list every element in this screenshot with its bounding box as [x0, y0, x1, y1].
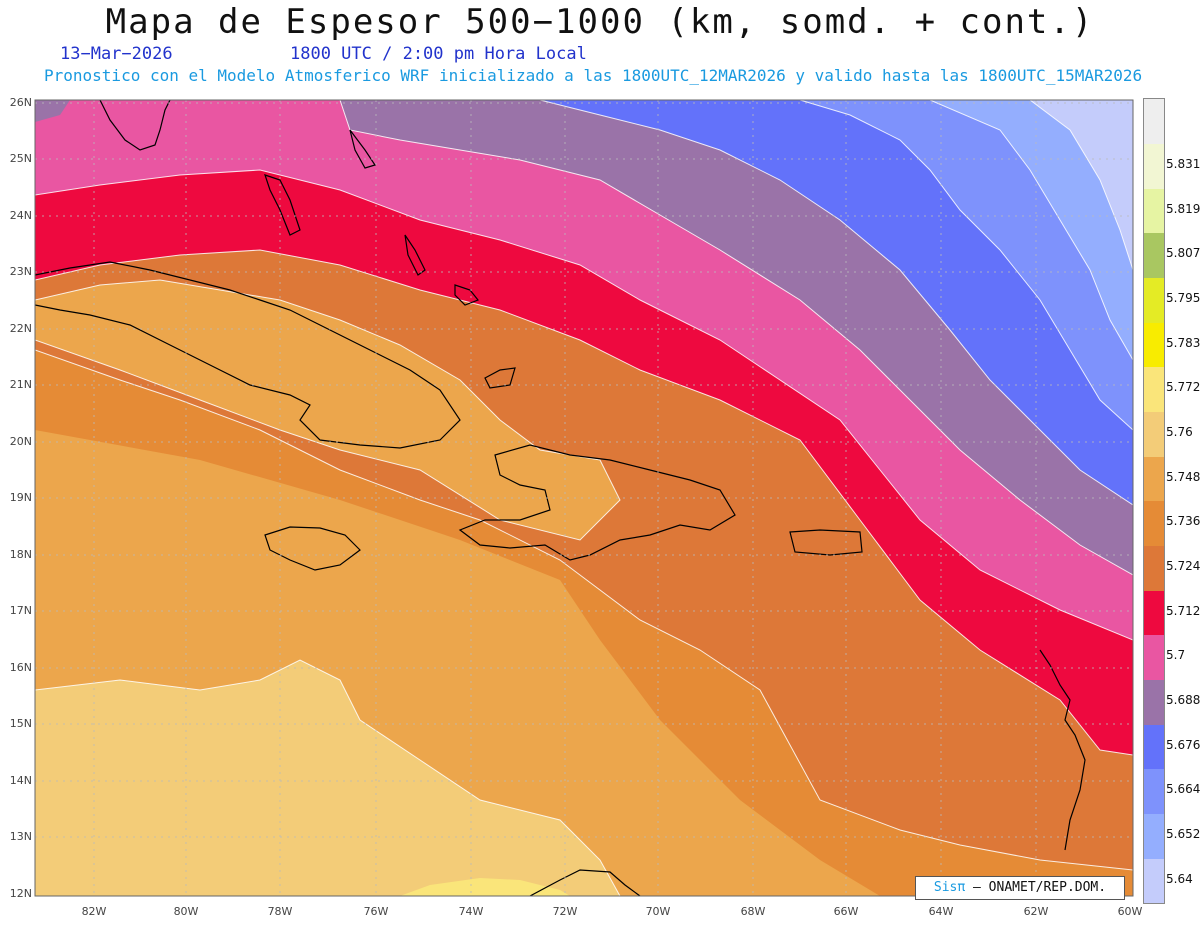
colorbar-label: 5.676	[1166, 737, 1200, 752]
zone-5748	[35, 660, 620, 896]
lat-label: 25N	[9, 152, 32, 165]
colorbar-segment	[1144, 590, 1164, 636]
lon-label: 60W	[1117, 905, 1143, 918]
band-5652	[930, 100, 1133, 360]
colorbar-label: 5.7	[1166, 648, 1186, 663]
colorbar-label: 5.724	[1166, 559, 1200, 573]
colorbar-label: 5.748	[1166, 469, 1200, 484]
lat-label: 24N	[9, 209, 32, 222]
colorbar-segment	[1144, 143, 1164, 189]
colorbar-segment	[1144, 769, 1164, 815]
lat-label: 12N	[9, 887, 32, 900]
coastlines	[35, 100, 1086, 896]
lat-label: 22N	[9, 322, 32, 335]
colorbar-segment	[1144, 322, 1164, 368]
forecast-time: 1800 UTC / 2:00 pm Hora Local	[290, 44, 587, 64]
lon-label: 80W	[173, 905, 199, 918]
colorbar-label: 5.736	[1166, 514, 1200, 529]
colorbar-segment	[1144, 99, 1164, 145]
coast-cuba	[35, 261, 461, 449]
band-5640	[1030, 100, 1133, 270]
lat-label: 19N	[9, 491, 32, 504]
coast-lesser-antilles	[1039, 649, 1086, 851]
colorbar-label: 5.783	[1166, 335, 1200, 350]
lat-label: 14N	[9, 774, 32, 787]
coast-bahamas-1	[264, 174, 301, 236]
colorbar-segment	[1144, 679, 1164, 725]
colorbar-segment	[1144, 545, 1164, 591]
sispi-logo: Sisπ	[933, 880, 966, 895]
lat-label: 26N	[9, 96, 32, 109]
coast-puerto-rico	[789, 529, 863, 556]
lon-label: 72W	[552, 905, 578, 918]
lon-label: 82W	[81, 905, 107, 918]
colorbar-label: 5.652	[1166, 827, 1200, 841]
lat-label: 20N	[9, 435, 32, 448]
colorbar-segment	[1144, 635, 1164, 681]
colorbar	[1143, 98, 1165, 904]
zone-5760	[400, 878, 570, 896]
thickness-bands	[35, 100, 1133, 896]
colorbar-segment	[1144, 233, 1164, 279]
lon-label: 76W	[363, 905, 389, 918]
lon-label: 74W	[458, 905, 484, 918]
forecast-date: 13−Mar−2026	[60, 44, 173, 64]
colorbar-segment	[1144, 724, 1164, 770]
colorbar-label: 5.807	[1166, 246, 1200, 261]
colorbar-label: 5.688	[1166, 693, 1200, 707]
lon-label: 62W	[1023, 905, 1049, 918]
coast-bahamas-4	[454, 284, 479, 306]
colorbar-segment	[1144, 813, 1164, 859]
colorbar-label: 5.712	[1166, 603, 1200, 618]
lat-label: 13N	[9, 830, 32, 843]
coast-south-america	[529, 869, 641, 896]
lat-label: 15N	[9, 717, 32, 730]
colorbar-label: 5.772	[1166, 380, 1200, 395]
map-title: Mapa de Espesor 500−1000 (km, somd. + co…	[105, 2, 1095, 42]
plot-frame	[34, 99, 1134, 897]
colorbar-segment	[1144, 367, 1164, 413]
lon-label: 78W	[267, 905, 293, 918]
colorbar-label: 5.76	[1166, 425, 1193, 439]
coast-florida	[99, 100, 171, 151]
colorbar-label: 5.819	[1166, 201, 1200, 216]
colorbar-label: 5.664	[1166, 782, 1200, 797]
lat-label: 17N	[9, 604, 32, 617]
lat-label: 23N	[9, 265, 32, 278]
lon-label: 64W	[928, 905, 954, 918]
lon-label: 68W	[740, 905, 766, 918]
band-5688-nw-corner	[35, 100, 70, 122]
lat-label: 21N	[9, 378, 32, 391]
lat-label: 18N	[9, 548, 32, 561]
grid-lines	[35, 100, 1133, 896]
lon-label: 66W	[833, 905, 859, 918]
zone-5736-cuba	[35, 280, 620, 540]
forecast-description: Pronostico con el Modelo Atmosferico WRF…	[44, 66, 1143, 85]
colorbar-label: 5.64	[1166, 871, 1193, 886]
coast-bahamas-2	[349, 129, 376, 169]
colorbar-segment	[1144, 456, 1164, 502]
colorbar-label: 5.831	[1166, 157, 1200, 171]
lat-label: 16N	[9, 661, 32, 674]
colorbar-label: 5.795	[1166, 291, 1200, 305]
colorbar-segment	[1144, 277, 1164, 323]
colorbar-segment	[1144, 501, 1164, 547]
colorbar-segment	[1144, 188, 1164, 234]
credit-text: – ONAMET/REP.DOM.	[973, 880, 1107, 895]
coast-bahamas-5	[484, 367, 516, 389]
colorbar-segment	[1144, 411, 1164, 457]
colorbar-segment	[1144, 858, 1164, 904]
credit-box: Sisπ – ONAMET/REP.DOM.	[915, 876, 1125, 900]
lon-label: 70W	[645, 905, 671, 918]
